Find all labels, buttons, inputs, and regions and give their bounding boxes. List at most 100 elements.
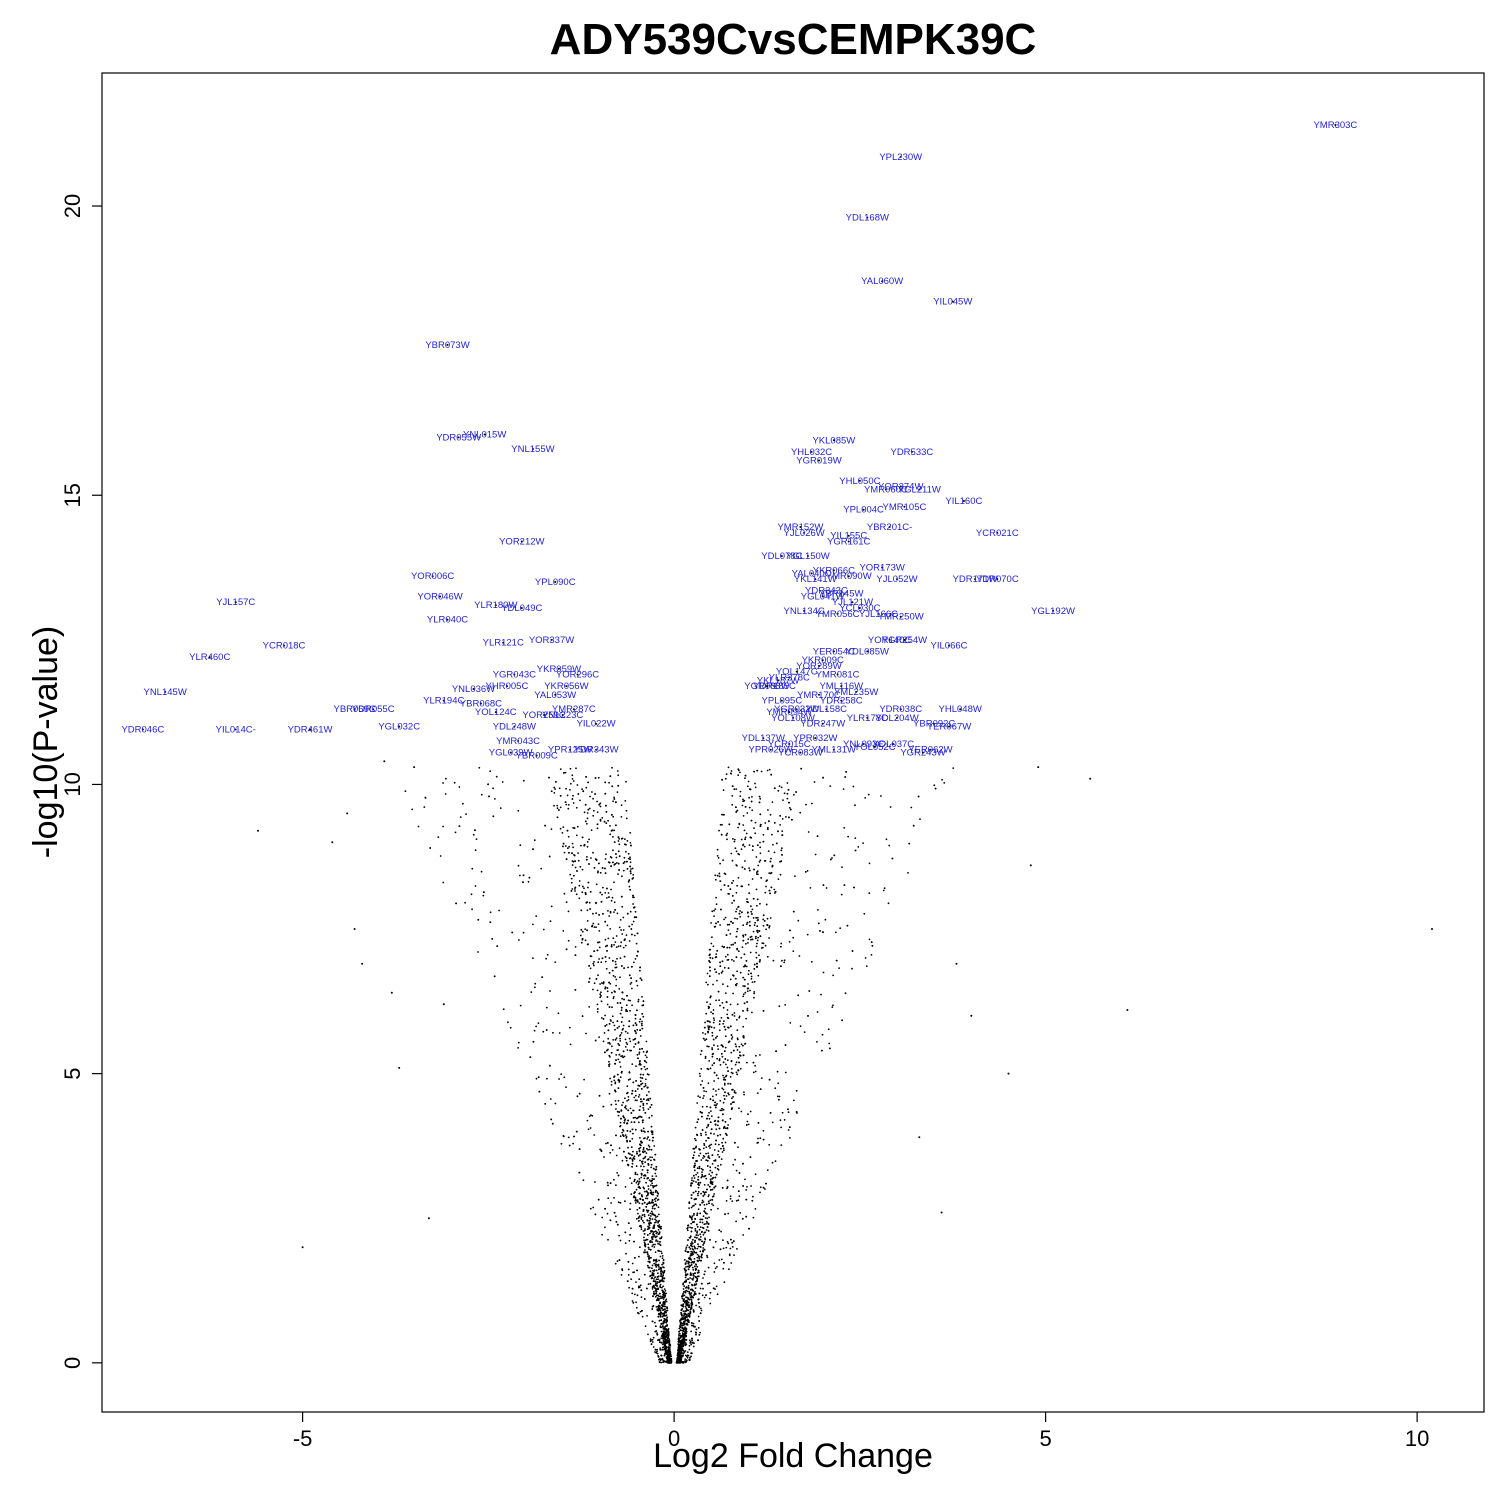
data-point <box>738 912 741 915</box>
data-point <box>757 864 760 867</box>
data-point <box>702 1147 705 1150</box>
data-point <box>620 1274 623 1276</box>
data-point <box>760 770 763 773</box>
data-point <box>681 1354 683 1357</box>
data-point <box>695 1198 697 1200</box>
data-point <box>702 1247 705 1249</box>
data-point <box>680 1317 683 1320</box>
data-point <box>660 1330 663 1333</box>
data-point <box>705 1133 707 1136</box>
data-point <box>630 1227 632 1230</box>
data-point <box>742 824 745 826</box>
data-point <box>724 1091 726 1094</box>
data-point <box>829 785 832 787</box>
data-point <box>630 1193 633 1195</box>
data-point <box>657 1306 660 1309</box>
data-point <box>716 1265 718 1268</box>
data-point <box>619 1066 622 1068</box>
data-point <box>560 1142 563 1145</box>
data-point <box>699 1221 702 1224</box>
data-point <box>816 835 819 837</box>
data-point <box>574 888 576 890</box>
data-point <box>619 1037 622 1040</box>
data-point <box>580 844 582 847</box>
data-point <box>713 925 716 928</box>
data-point <box>631 1292 634 1295</box>
data-point <box>685 1246 688 1249</box>
data-point <box>607 819 609 822</box>
data-point <box>758 795 761 798</box>
data-point <box>652 1167 655 1170</box>
data-point <box>617 1042 620 1045</box>
data-point <box>608 861 611 864</box>
data-point <box>665 1300 668 1303</box>
data-point <box>735 1071 738 1074</box>
data-point <box>754 1173 757 1176</box>
data-point <box>657 1229 660 1231</box>
data-point <box>607 910 609 912</box>
data-point <box>711 1048 714 1051</box>
data-point <box>732 1240 735 1243</box>
data-point <box>606 1181 609 1184</box>
data-point <box>656 1215 659 1218</box>
data-point <box>517 1047 519 1049</box>
data-point <box>845 771 847 773</box>
data-point <box>709 1106 712 1109</box>
data-point <box>584 928 587 930</box>
data-point <box>698 1259 701 1262</box>
data-point <box>705 981 708 984</box>
data-point <box>642 1147 645 1149</box>
data-point <box>768 872 771 874</box>
data-point <box>697 1192 699 1195</box>
data-point <box>737 1146 739 1148</box>
data-point <box>584 893 587 896</box>
data-point <box>639 1029 641 1031</box>
data-point <box>618 838 621 840</box>
data-point <box>691 1252 694 1255</box>
data-point <box>743 829 746 832</box>
data-point <box>646 1251 649 1254</box>
data-point <box>613 798 616 800</box>
data-point <box>779 873 782 876</box>
data-point <box>755 945 758 948</box>
data-point <box>742 935 745 938</box>
data-point <box>495 775 498 778</box>
data-point <box>642 1210 645 1212</box>
data-point <box>601 893 603 896</box>
data-point <box>739 1212 742 1214</box>
data-point <box>626 1085 629 1088</box>
data-point <box>625 934 628 936</box>
data-point <box>745 942 747 945</box>
data-point <box>730 1051 733 1054</box>
data-point <box>703 1296 706 1299</box>
data-point <box>863 912 866 915</box>
data-point <box>574 860 576 863</box>
data-point <box>599 805 602 808</box>
data-point <box>746 990 749 992</box>
data-point <box>719 1109 722 1112</box>
data-point <box>572 780 575 782</box>
data-point <box>887 902 890 905</box>
data-point <box>708 954 711 957</box>
data-point <box>575 767 577 770</box>
data-point <box>638 1178 641 1180</box>
data-point <box>788 807 791 809</box>
data-point <box>646 1264 649 1267</box>
data-point <box>713 1062 715 1065</box>
data-point <box>621 1016 624 1019</box>
data-point <box>735 850 738 853</box>
data-point <box>571 778 574 780</box>
data-point <box>800 767 803 770</box>
data-point <box>682 1318 685 1321</box>
data-point <box>703 1241 706 1243</box>
data-point <box>596 800 598 803</box>
data-point <box>654 1263 657 1266</box>
data-point <box>691 1177 693 1179</box>
data-point <box>733 788 736 791</box>
data-point <box>698 1320 701 1322</box>
data-point <box>566 794 569 797</box>
data-point <box>640 1116 643 1118</box>
data-point <box>599 1148 601 1151</box>
data-point <box>641 1162 644 1165</box>
data-point <box>618 843 621 846</box>
